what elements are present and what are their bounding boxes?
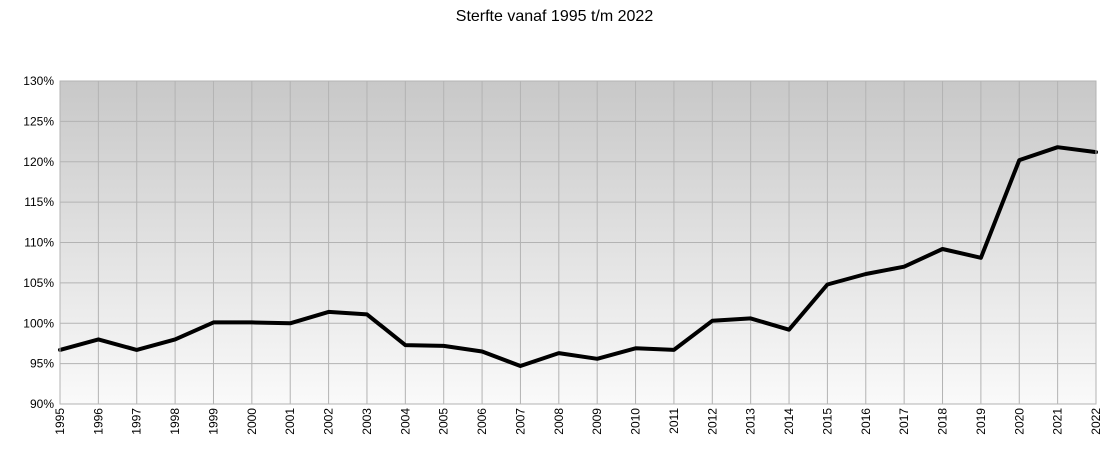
y-tick-label: 125% [23,114,54,128]
x-tick-label: 2002 [322,408,336,435]
x-tick-label: 1996 [91,408,105,435]
x-tick-label: 1999 [206,408,220,435]
y-tick-label: 130% [23,74,54,88]
y-tick-label: 115% [24,195,54,209]
x-tick-label: 2003 [360,408,374,435]
x-tick-label: 2005 [437,408,451,435]
series-line [58,145,1098,368]
x-tick-label: 2014 [782,408,796,435]
x-tick-label: 2016 [859,408,873,435]
x-tick-label: 1997 [130,408,144,435]
y-tick-label: 90% [30,397,54,411]
x-tick-label: 2008 [552,408,566,435]
y-tick-label: 95% [30,357,54,371]
x-tick-label: 2022 [1089,408,1103,435]
x-tick-label: 2007 [513,408,527,435]
x-tick-label: 2000 [245,408,259,435]
x-tick-label: 2020 [1012,408,1026,435]
x-tick-label: 2010 [629,408,643,435]
plot-border [59,80,1097,405]
chart-title: Sterfte vanaf 1995 t/m 2022 [455,8,654,25]
x-tick-label: 2018 [936,408,950,435]
x-tick-label: 2011 [667,408,681,434]
x-tick-label: 2017 [897,408,911,435]
x-tick-label: 2009 [590,408,604,435]
x-tick-label: 1998 [168,408,182,435]
y-tick-label: 120% [23,155,54,169]
x-tick-label: 2021 [1051,408,1065,435]
x-tick-label: 2013 [744,408,758,435]
x-tick-label: 2006 [475,408,489,435]
y-tick-label: 100% [23,316,54,330]
x-tick-label: 2001 [283,408,297,435]
x-tick-label: 2019 [974,408,988,435]
y-tick-label: 110% [24,236,54,250]
x-tick-label: 1995 [53,408,67,435]
y-tick-label: 105% [23,276,54,290]
x-tick-label: 2004 [398,408,412,435]
x-tick-label: 2012 [705,408,719,435]
x-tick-label: 2015 [820,408,834,435]
